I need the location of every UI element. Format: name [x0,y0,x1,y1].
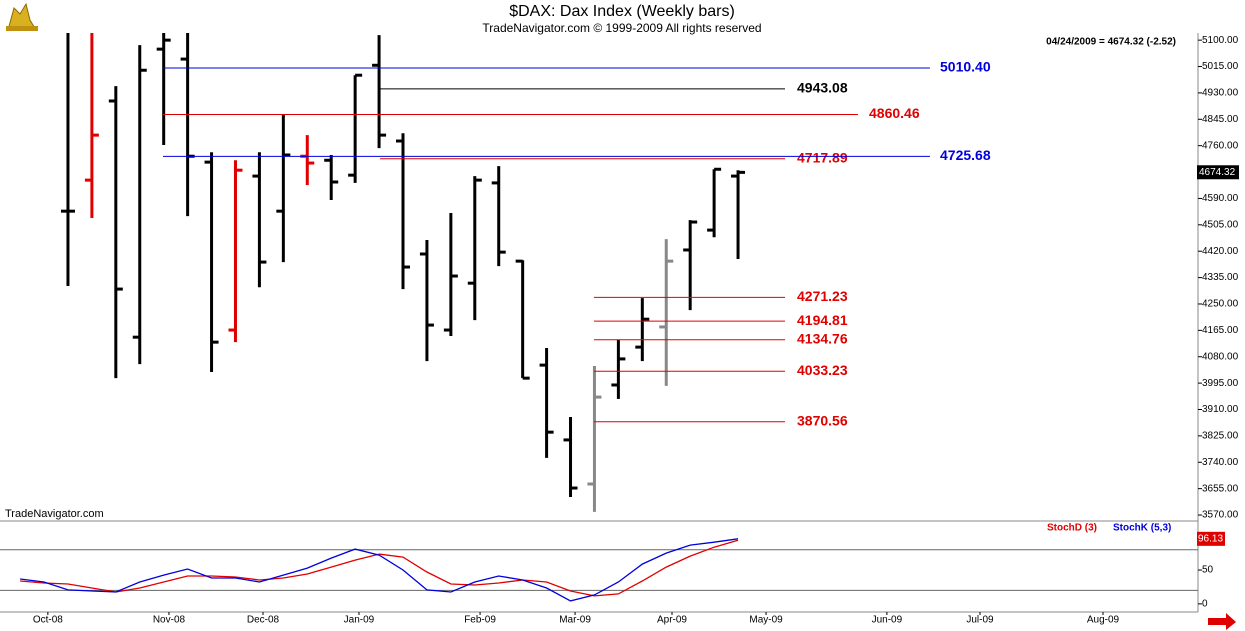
level-label: 4194.81 [797,312,848,328]
stoch-line [20,538,739,602]
stoch-line [20,539,739,597]
y-tick-label: 0 [1202,599,1208,610]
y-tick-label: 3995.00 [1202,378,1239,389]
y-tick-label: 3910.00 [1202,404,1239,415]
y-tick-label: 5100.00 [1202,35,1239,46]
x-tick-label: Jun-09 [872,615,903,626]
x-tick-label: Aug-09 [1087,615,1120,626]
y-tick-label: 4335.00 [1202,272,1239,283]
scroll-arrow[interactable] [1208,613,1236,630]
y-tick-label: 3655.00 [1202,483,1239,494]
level-label: 4860.46 [869,105,920,121]
y-tick-label: 4590.00 [1202,193,1239,204]
x-tick-label: Jan-09 [344,615,375,626]
x-tick-label: Mar-09 [559,615,591,626]
level-label: 5010.40 [940,59,991,75]
chart-subtitle: TradeNavigator.com © 1999-2009 All right… [482,21,761,35]
y-tick-label: 4930.00 [1202,88,1239,99]
y-tick-label: 4250.00 [1202,299,1239,310]
x-tick-label: Apr-09 [657,615,687,626]
level-label: 4717.89 [797,149,848,165]
y-tick-label: 4845.00 [1202,114,1239,125]
level-label: 4271.23 [797,288,848,304]
last-value-label: 4674.32 [1199,167,1236,178]
level-label: 4134.76 [797,330,848,346]
x-tick-label: Jul-09 [966,615,994,626]
y-tick-label: 50 [1202,565,1214,576]
y-tick-label: 4080.00 [1202,351,1239,362]
last-value-box [1197,165,1239,180]
y-tick-label: 5015.00 [1202,61,1239,72]
logo [6,2,38,31]
legend-entry: StochD (3) [1047,523,1097,534]
watermark: TradeNavigator.com [5,508,104,520]
x-tick-label: Oct-08 [33,615,63,626]
level-label: 4033.23 [797,362,848,378]
y-tick-label: 3570.00 [1202,510,1239,521]
x-tick-label: Feb-09 [464,615,496,626]
y-tick-label: 3740.00 [1202,457,1239,468]
x-tick-label: May-09 [749,615,783,626]
level-label: 4725.68 [940,147,991,163]
level-label: 4943.08 [797,80,848,96]
x-tick-label: Dec-08 [247,615,280,626]
level-label: 3870.56 [797,412,848,428]
last-value-label: 96.13 [1198,533,1223,544]
y-tick-label: 4420.00 [1202,246,1239,257]
y-tick-label: 3825.00 [1202,431,1239,442]
y-tick-label: 4505.00 [1202,219,1239,230]
legend-entry: StochK (5,3) [1113,523,1171,534]
chart-title: $DAX: Dax Index (Weekly bars) [509,3,735,20]
y-tick-label: 4760.00 [1202,140,1239,151]
y-tick-label: 4165.00 [1202,325,1239,336]
last-value-box [1197,531,1225,546]
bars [60,33,746,512]
x-tick-label: Nov-08 [153,615,186,626]
info-text: 04/24/2009 = 4674.32 (-2.52) [1046,37,1176,48]
